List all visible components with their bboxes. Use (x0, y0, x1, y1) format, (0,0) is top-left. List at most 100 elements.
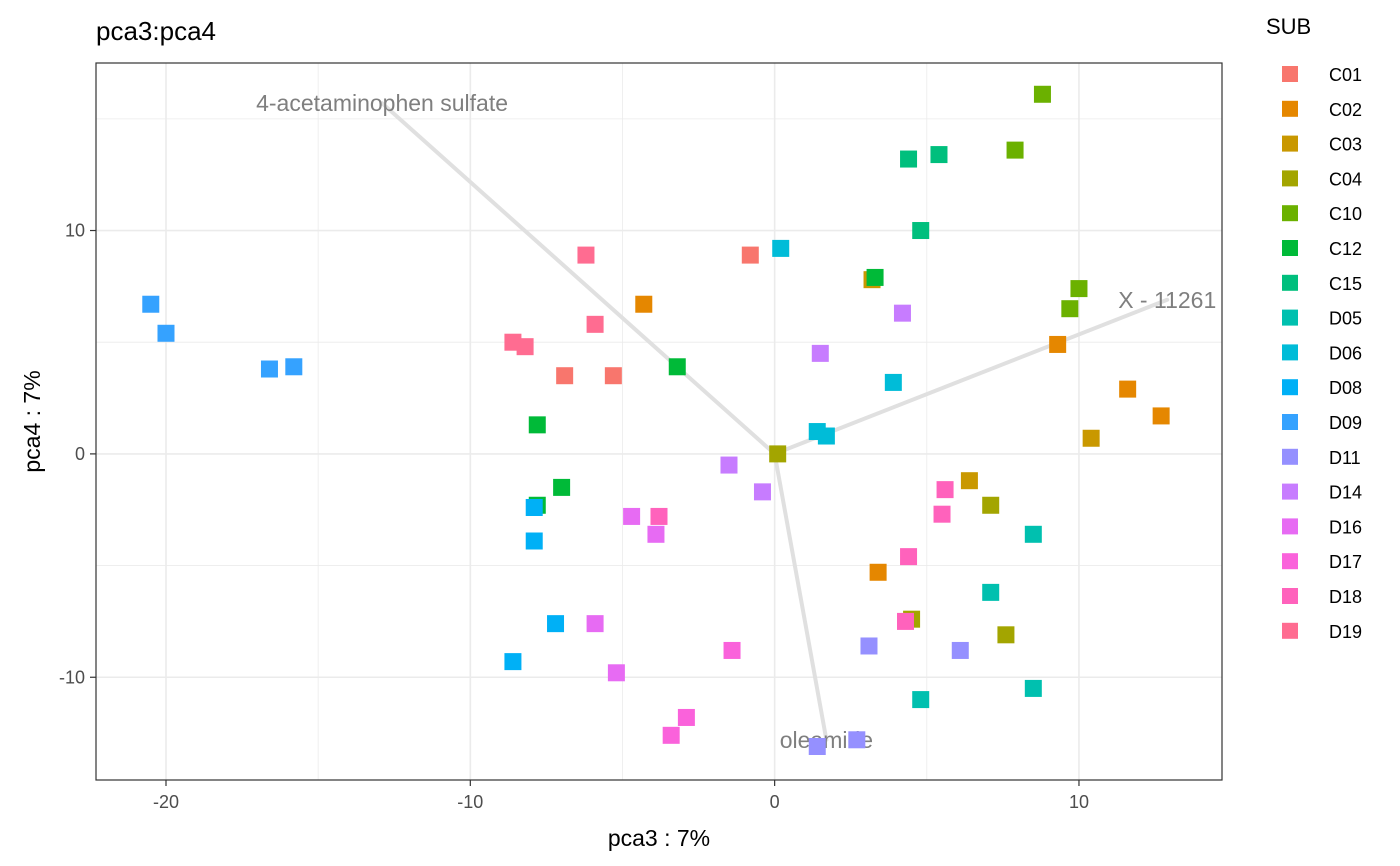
data-point-d08 (547, 615, 565, 633)
data-point-d09 (285, 358, 303, 376)
legend-items: C01 C02 C03 C04 C10 C12 C15 D05 D06 D08 D09 D11 D14 D… (1282, 65, 1362, 642)
legend-key-c02 (1282, 100, 1298, 117)
data-point-d19 (577, 246, 595, 264)
data-point-d19 (516, 338, 534, 356)
data-point-d05 (982, 583, 1000, 601)
y-tick-label: 0 (75, 444, 85, 464)
data-point-c10 (1033, 85, 1051, 103)
loading-vector (772, 451, 829, 742)
y-tick-label: 10 (65, 221, 85, 241)
x-tick-label: -10 (457, 792, 483, 812)
x-axis-ticks: -20 -10 0 10 (153, 780, 1089, 812)
data-point-c04 (769, 445, 787, 463)
data-point-d06 (772, 239, 790, 257)
legend-label: C02 (1329, 100, 1362, 120)
legend-label: D17 (1329, 552, 1362, 572)
legend-key-d09 (1282, 414, 1298, 430)
legend-label: D05 (1329, 309, 1362, 329)
legend-key-d08 (1282, 379, 1298, 396)
data-points (142, 85, 1170, 755)
legend-label: D16 (1329, 517, 1362, 537)
legend-label: C04 (1329, 169, 1362, 189)
data-point-c01 (556, 367, 574, 385)
legend-label: D11 (1329, 448, 1361, 468)
data-point-d05 (1024, 679, 1042, 697)
data-point-c10 (1006, 141, 1024, 159)
legend-label: C10 (1329, 204, 1362, 224)
data-point-c02 (1119, 380, 1137, 398)
legend-key-c15 (1282, 274, 1298, 291)
data-point-c04 (982, 496, 1000, 514)
loading-vector (380, 101, 777, 456)
data-point-d08 (525, 498, 543, 516)
legend-label: D14 (1329, 483, 1362, 503)
data-point-c10 (1070, 280, 1088, 298)
legend-key-d16 (1282, 518, 1298, 535)
loading-label: X - 11261 (1118, 287, 1216, 313)
data-point-d14 (720, 456, 738, 474)
legend-label: D09 (1329, 413, 1362, 433)
data-point-d08 (525, 532, 543, 550)
legend-label: C12 (1329, 239, 1362, 259)
y-axis-ticks: -10 0 10 (59, 221, 96, 687)
legend-key-c04 (1282, 170, 1298, 187)
y-axis-label: pca4 : 7% (19, 370, 45, 472)
data-point-c10 (1061, 300, 1079, 318)
data-point-d16 (623, 507, 641, 525)
legend-key-d19 (1282, 622, 1298, 639)
data-point-c02 (1152, 407, 1170, 425)
legend: SUB C01 C02 C03 C04 C10 C12 C15 D05 D06 D08 D09 D11… (1266, 14, 1362, 642)
data-point-c12 (528, 416, 546, 434)
data-point-d11 (951, 641, 969, 659)
data-point-d17 (662, 726, 680, 744)
data-point-d06 (817, 427, 835, 445)
data-point-d17 (723, 641, 741, 659)
data-point-d05 (912, 691, 930, 709)
legend-key-d17 (1282, 553, 1298, 570)
data-point-c03 (960, 472, 978, 490)
data-point-c03 (1082, 429, 1100, 447)
data-point-d16 (647, 525, 665, 543)
legend-title: SUB (1266, 14, 1311, 39)
data-point-c02 (635, 295, 653, 313)
legend-label: D08 (1329, 378, 1362, 398)
data-point-d05 (1024, 525, 1042, 543)
gridlines (96, 63, 1222, 780)
loading-vector (772, 297, 1170, 456)
legend-label: D06 (1329, 343, 1362, 363)
data-point-d16 (607, 664, 625, 682)
data-point-d09 (157, 324, 175, 342)
data-point-c01 (741, 246, 759, 264)
data-point-d09 (142, 295, 160, 313)
data-point-c04 (997, 626, 1015, 644)
data-point-c15 (930, 146, 948, 164)
data-point-d09 (260, 360, 278, 378)
data-point-d18 (900, 548, 918, 566)
data-point-d08 (504, 653, 522, 671)
data-point-d17 (677, 708, 695, 726)
x-tick-label: -20 (153, 792, 179, 812)
data-point-d18 (933, 505, 951, 523)
x-tick-label: 0 (770, 792, 780, 812)
data-point-c12 (866, 268, 884, 286)
legend-label: C03 (1329, 135, 1362, 155)
chart-title: pca3:pca4 (96, 16, 216, 46)
legend-key-d05 (1282, 309, 1298, 326)
data-point-d18 (936, 481, 954, 499)
legend-key-c10 (1282, 205, 1298, 222)
plot-border (95, 62, 1223, 781)
legend-key-d18 (1282, 588, 1298, 604)
legend-label: C15 (1329, 274, 1362, 294)
data-point-d19 (586, 315, 604, 333)
x-axis-label: pca3 : 7% (608, 825, 710, 851)
data-point-d11 (848, 731, 866, 749)
data-point-c01 (604, 367, 622, 385)
data-point-c02 (1049, 335, 1067, 353)
legend-label: D18 (1329, 587, 1362, 607)
x-tick-label: 10 (1069, 792, 1089, 812)
data-point-d14 (893, 304, 911, 322)
data-point-c15 (900, 150, 918, 168)
data-point-c02 (869, 563, 887, 581)
legend-label: C01 (1329, 65, 1362, 85)
